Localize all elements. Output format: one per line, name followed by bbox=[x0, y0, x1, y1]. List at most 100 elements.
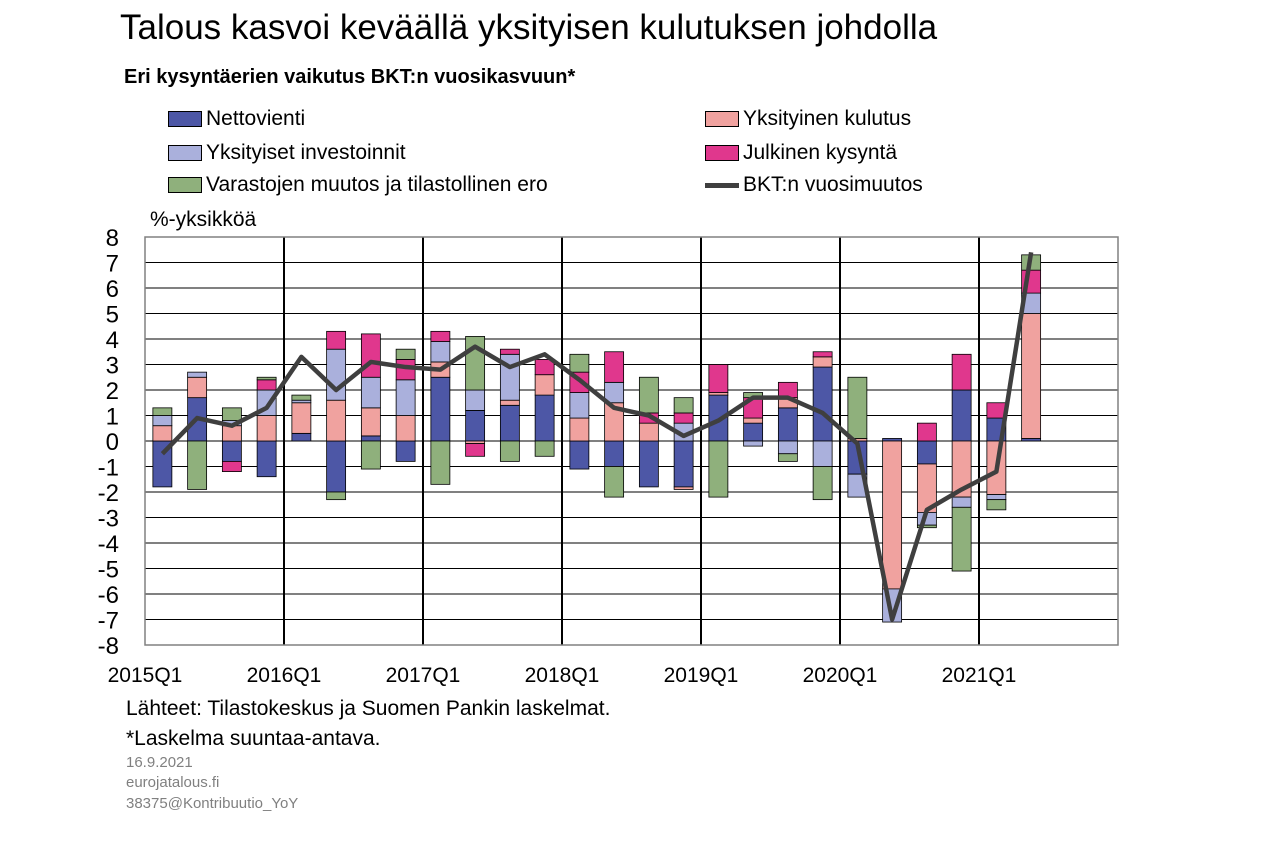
bar-segment-private_consumption bbox=[499, 399, 520, 406]
y-tick-label: 5 bbox=[106, 302, 119, 329]
bar-segment-private_investment bbox=[569, 392, 590, 419]
bar-segment-inventories bbox=[708, 440, 729, 498]
bar-segment-private_investment bbox=[986, 494, 1007, 501]
y-tick-label: 7 bbox=[106, 251, 119, 278]
bar-segment-public_demand bbox=[256, 379, 277, 391]
y-tick-label: 1 bbox=[106, 404, 119, 431]
legend-swatch-public-demand bbox=[705, 145, 739, 161]
legend-swatch-net-exports bbox=[168, 111, 202, 127]
chart-code: 38375@Kontribuutio_YoY bbox=[126, 795, 299, 812]
source-note: Lähteet: Tilastokeskus ja Suomen Pankin … bbox=[126, 697, 611, 720]
y-tick-label: 3 bbox=[106, 353, 119, 380]
legend-label-gdp: BKT:n vuosimuutos bbox=[743, 173, 923, 196]
plot-frame bbox=[144, 236, 1119, 646]
bar-segment-net_exports bbox=[430, 376, 451, 442]
bar-segment-private_consumption bbox=[569, 417, 590, 442]
legend-swatch-private-consumption bbox=[705, 111, 739, 127]
x-tick-label: 2016Q1 bbox=[247, 664, 322, 687]
bar-segment-net_exports bbox=[569, 440, 590, 470]
bar-segment-inventories bbox=[916, 524, 937, 529]
bar-segment-net_exports bbox=[743, 422, 764, 442]
bar-segment-inventories bbox=[777, 453, 798, 462]
legend-item-net-exports: Nettovienti bbox=[168, 107, 305, 131]
bar-segment-public_demand bbox=[326, 330, 347, 350]
x-tick-label: 2020Q1 bbox=[803, 664, 878, 687]
bar-segment-public_demand bbox=[708, 364, 729, 393]
legend-label-private-investment: Yksityiset investoinnit bbox=[206, 141, 406, 164]
legend-item-private-consumption: Yksityinen kulutus bbox=[705, 107, 911, 131]
bar-segment-inventories bbox=[395, 348, 416, 360]
bar-segment-inventories bbox=[430, 440, 451, 485]
y-tick-label: 2 bbox=[106, 378, 119, 405]
bar-segment-net_exports bbox=[673, 440, 694, 488]
bar-segment-public_demand bbox=[534, 358, 555, 376]
bar-segment-public_demand bbox=[916, 422, 937, 442]
bar-segment-net_exports bbox=[395, 440, 416, 462]
disclaimer-note: *Laskelma suuntaa-antava. bbox=[126, 727, 381, 750]
bar-segment-private_consumption bbox=[187, 376, 208, 399]
site-name: eurojatalous.fi bbox=[126, 774, 220, 791]
y-tick-label: -2 bbox=[98, 480, 119, 507]
legend-item-private-investment: Yksityiset investoinnit bbox=[168, 141, 406, 165]
bar-segment-private_investment bbox=[326, 348, 347, 401]
y-tick-label: 6 bbox=[106, 276, 119, 303]
y-tick-label: -3 bbox=[98, 506, 119, 533]
bar-segment-private_investment bbox=[152, 415, 173, 427]
bar-segment-inventories bbox=[812, 466, 833, 501]
bar-segment-private_consumption bbox=[743, 417, 764, 424]
bar-segment-private_consumption bbox=[673, 486, 694, 490]
bar-segment-public_demand bbox=[360, 333, 381, 378]
legend-label-public-demand: Julkinen kysyntä bbox=[743, 141, 898, 164]
bar-segment-public_demand bbox=[951, 353, 972, 391]
y-tick-label: -6 bbox=[98, 582, 119, 609]
legend-swatch-private-investment bbox=[168, 145, 202, 161]
y-tick-label: -7 bbox=[98, 608, 119, 635]
bar-segment-net_exports bbox=[534, 394, 555, 442]
bar-segment-public_demand bbox=[430, 330, 451, 342]
legend-line-gdp bbox=[705, 182, 739, 188]
bar-segment-private_consumption bbox=[812, 356, 833, 368]
y-tick-label: 0 bbox=[106, 429, 119, 456]
bar-segment-net_exports bbox=[465, 409, 486, 442]
bar-segment-private_consumption bbox=[326, 399, 347, 442]
legend-label-net-exports: Nettovienti bbox=[206, 107, 306, 130]
bar-segment-inventories bbox=[847, 376, 868, 439]
bar-segment-inventories bbox=[951, 506, 972, 572]
y-tick-label: -1 bbox=[98, 455, 119, 482]
bar-segment-inventories bbox=[534, 440, 555, 457]
bar-segment-net_exports bbox=[638, 440, 659, 488]
bar-segment-inventories bbox=[638, 376, 659, 414]
bar-segment-public_demand bbox=[673, 412, 694, 424]
chart-title: Talous kasvoi keväällä yksityisen kulutu… bbox=[120, 8, 938, 47]
bar-segment-net_exports bbox=[916, 440, 937, 465]
bar-segment-net_exports bbox=[951, 389, 972, 442]
bar-segment-inventories bbox=[499, 440, 520, 462]
bar-segment-inventories bbox=[360, 440, 381, 470]
bar-segment-inventories bbox=[326, 491, 347, 501]
bar-segment-inventories bbox=[187, 440, 208, 490]
bar-segment-private_consumption bbox=[534, 374, 555, 396]
bar-segment-net_exports bbox=[360, 435, 381, 442]
bar-segment-inventories bbox=[673, 397, 694, 414]
bar-segment-net_exports bbox=[777, 407, 798, 442]
bar-segment-private_investment bbox=[360, 376, 381, 409]
bar-segment-private_consumption bbox=[152, 425, 173, 442]
bar-segment-private_consumption bbox=[882, 440, 903, 590]
bar-segment-private_consumption bbox=[1021, 313, 1042, 439]
legend-item-inventories: Varastojen muutos ja tilastollinen ero bbox=[168, 173, 548, 197]
bar-segment-net_exports bbox=[499, 404, 520, 442]
bar-segment-public_demand bbox=[499, 348, 520, 355]
publication-date: 16.9.2021 bbox=[126, 754, 193, 771]
bar-segment-private_consumption bbox=[256, 415, 277, 442]
bar-segment-private_consumption bbox=[395, 415, 416, 442]
y-tick-label: -5 bbox=[98, 557, 119, 584]
x-tick-label: 2017Q1 bbox=[386, 664, 461, 687]
y-tick-label: -8 bbox=[98, 633, 119, 660]
bar-segment-net_exports bbox=[256, 440, 277, 478]
y-axis-label: %-yksikköä bbox=[150, 208, 257, 231]
bar-segment-private_consumption bbox=[221, 425, 242, 442]
bar-segment-inventories bbox=[986, 499, 1007, 511]
y-tick-label: -4 bbox=[98, 531, 119, 558]
bar-segment-inventories bbox=[221, 407, 242, 422]
